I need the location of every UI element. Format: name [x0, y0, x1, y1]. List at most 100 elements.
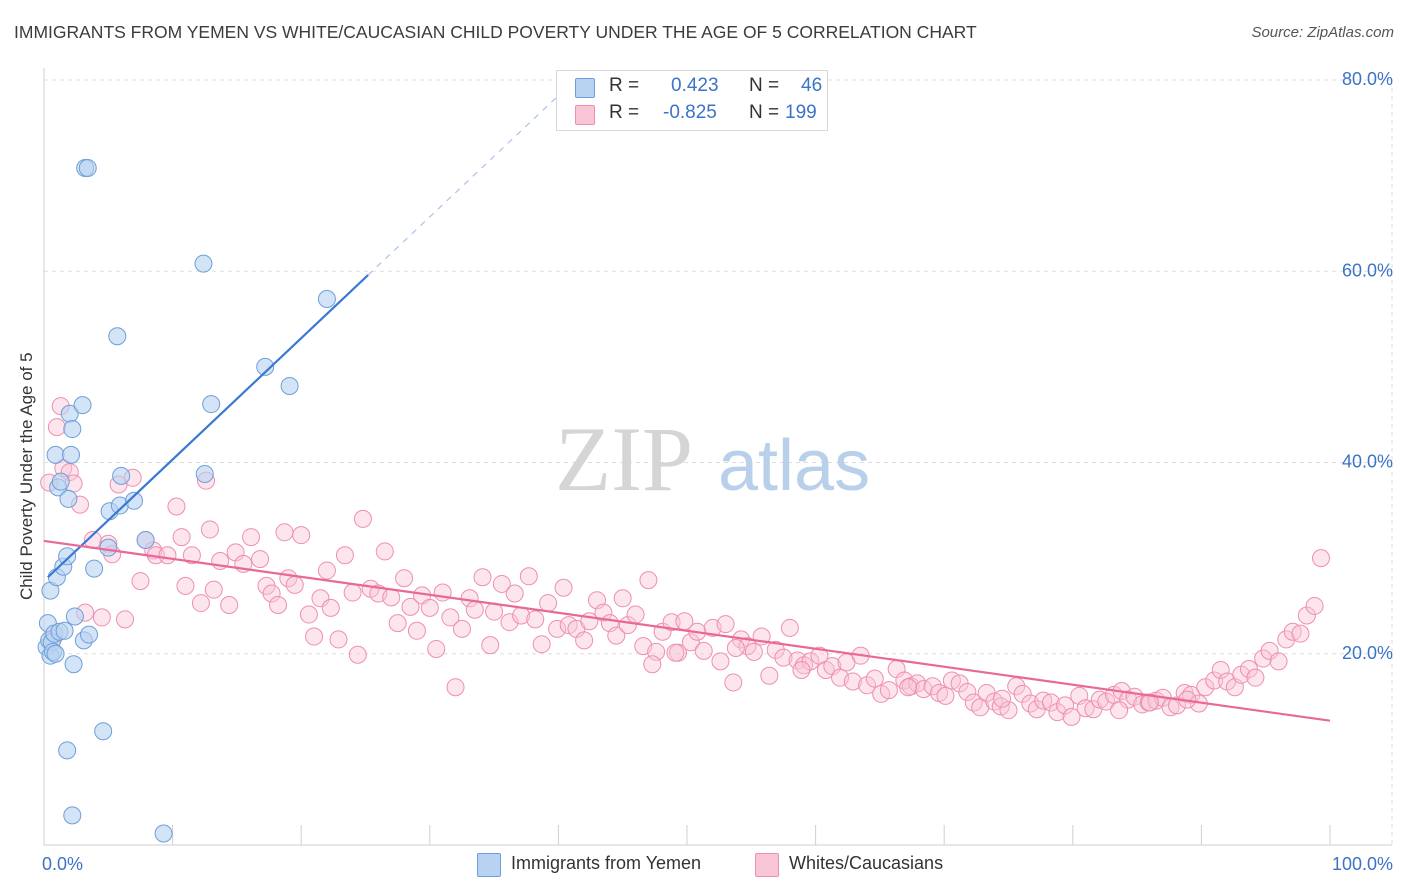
point-whites-caucasians [420, 598, 439, 617]
point-whites-caucasians [1048, 703, 1067, 722]
point-immigrants-from-yemen [65, 607, 84, 626]
point-whites-caucasians [843, 672, 862, 691]
point-whites-caucasians [116, 610, 135, 629]
point-immigrants-from-yemen [94, 722, 113, 741]
point-whites-caucasians [317, 561, 336, 580]
point-whites-caucasians [643, 655, 662, 674]
axes [43, 68, 1392, 846]
y-axis-label: Child Poverty Under the Age of 5 [17, 352, 36, 600]
point-whites-caucasians [321, 598, 340, 617]
point-immigrants-from-yemen [112, 466, 131, 485]
point-whites-caucasians [865, 669, 884, 688]
point-whites-caucasians [548, 619, 567, 638]
legend-r-value: -0.825 [663, 102, 717, 123]
point-whites-caucasians [204, 580, 223, 599]
point-immigrants-from-yemen [194, 254, 213, 273]
y-tick-label: 80.0% [1342, 69, 1393, 89]
point-immigrants-from-yemen [256, 357, 275, 376]
point-whites-caucasians [343, 583, 362, 602]
point-whites-caucasians [694, 641, 713, 660]
point-whites-caucasians [607, 626, 626, 645]
point-whites-caucasians [47, 418, 66, 437]
y-tick-label: 40.0% [1342, 452, 1393, 472]
point-whites-caucasians [1056, 696, 1075, 715]
point-whites-caucasians [176, 576, 195, 595]
legend-n-label: N = [749, 75, 780, 96]
point-whites-caucasians [999, 701, 1018, 720]
point-immigrants-from-yemen [280, 377, 299, 395]
y-tick-label: 20.0% [1342, 643, 1393, 663]
point-whites-caucasians [167, 497, 186, 516]
point-whites-caucasians [923, 677, 942, 696]
watermark-atlas: atlas [718, 426, 870, 506]
point-whites-caucasians [1211, 661, 1230, 680]
point-whites-caucasians [335, 546, 354, 565]
point-whites-caucasians [1034, 691, 1053, 710]
tick-labels: 20.0% 40.0% 60.0% 80.0% 0.0% 100.0% [42, 69, 1393, 874]
point-immigrants-from-yemen [78, 158, 97, 177]
point-whites-caucasians [473, 568, 492, 587]
point-whites-caucasians [1140, 693, 1159, 712]
point-immigrants-from-yemen [58, 741, 77, 760]
point-whites-caucasians [92, 608, 111, 627]
chart-source: Source: ZipAtlas.com [1251, 24, 1394, 41]
point-whites-caucasians [481, 636, 500, 655]
point-whites-caucasians [285, 575, 304, 594]
point-immigrants-from-yemen [51, 472, 70, 491]
point-whites-caucasians [594, 603, 613, 622]
y-tick-label: 60.0% [1342, 260, 1393, 280]
point-whites-caucasians [711, 652, 730, 671]
point-whites-caucasians [299, 605, 318, 624]
point-whites-caucasians [899, 678, 918, 697]
point-whites-caucasians [760, 666, 779, 685]
point-whites-caucasians [329, 630, 348, 649]
point-whites-caucasians [1041, 693, 1060, 712]
point-whites-caucasians [1076, 699, 1095, 718]
bottom-legend-swatch-yemen [477, 853, 501, 877]
chart-title: IMMIGRANTS FROM YEMEN VS WHITE/CAUCASIAN… [14, 22, 977, 42]
point-whites-caucasians [427, 639, 446, 658]
point-whites-caucasians [292, 526, 311, 545]
point-whites-caucasians [639, 571, 658, 590]
point-whites-caucasians [220, 595, 239, 614]
point-whites-caucasians [716, 615, 735, 634]
bottom-legend-swatch-whites [755, 853, 779, 877]
point-whites-caucasians [539, 594, 558, 613]
point-whites-caucasians [1205, 671, 1224, 690]
point-whites-caucasians [879, 681, 898, 700]
point-whites-caucasians [131, 572, 150, 591]
point-whites-caucasians [666, 643, 685, 662]
point-whites-caucasians [575, 631, 594, 650]
point-whites-caucasians [465, 600, 484, 619]
point-whites-caucasians [1196, 678, 1215, 697]
x-tick-label: 0.0% [42, 854, 83, 874]
point-whites-caucasians [242, 528, 261, 547]
point-whites-caucasians [407, 621, 426, 640]
point-whites-caucasians [395, 569, 414, 588]
point-whites-caucasians [662, 613, 681, 632]
legend-n-value: 199 [785, 102, 817, 123]
point-immigrants-from-yemen [154, 824, 173, 843]
point-immigrants-from-yemen [46, 644, 65, 663]
point-whites-caucasians [1110, 701, 1129, 720]
point-immigrants-from-yemen [317, 289, 336, 308]
point-whites-caucasians [305, 627, 324, 646]
point-immigrants-from-yemen [85, 559, 104, 578]
point-whites-caucasians [774, 648, 793, 667]
point-whites-caucasians [1291, 624, 1310, 643]
point-immigrants-from-yemen [58, 547, 77, 566]
legend-r-label: R = [609, 102, 640, 123]
point-whites-caucasians [1062, 707, 1081, 726]
point-whites-caucasians [681, 633, 700, 652]
x-tick-label: 100.0% [1332, 854, 1393, 874]
point-whites-caucasians [519, 567, 538, 586]
point-whites-caucasians [1133, 695, 1152, 714]
point-whites-caucasians [269, 595, 288, 614]
point-whites-caucasians [182, 546, 201, 565]
legend-swatch-yemen [575, 78, 595, 98]
point-whites-caucasians [200, 520, 219, 539]
legend-r-label: R = [609, 75, 640, 96]
point-immigrants-from-yemen [59, 489, 78, 508]
point-whites-caucasians [388, 614, 407, 633]
point-whites-caucasians [1283, 622, 1302, 641]
